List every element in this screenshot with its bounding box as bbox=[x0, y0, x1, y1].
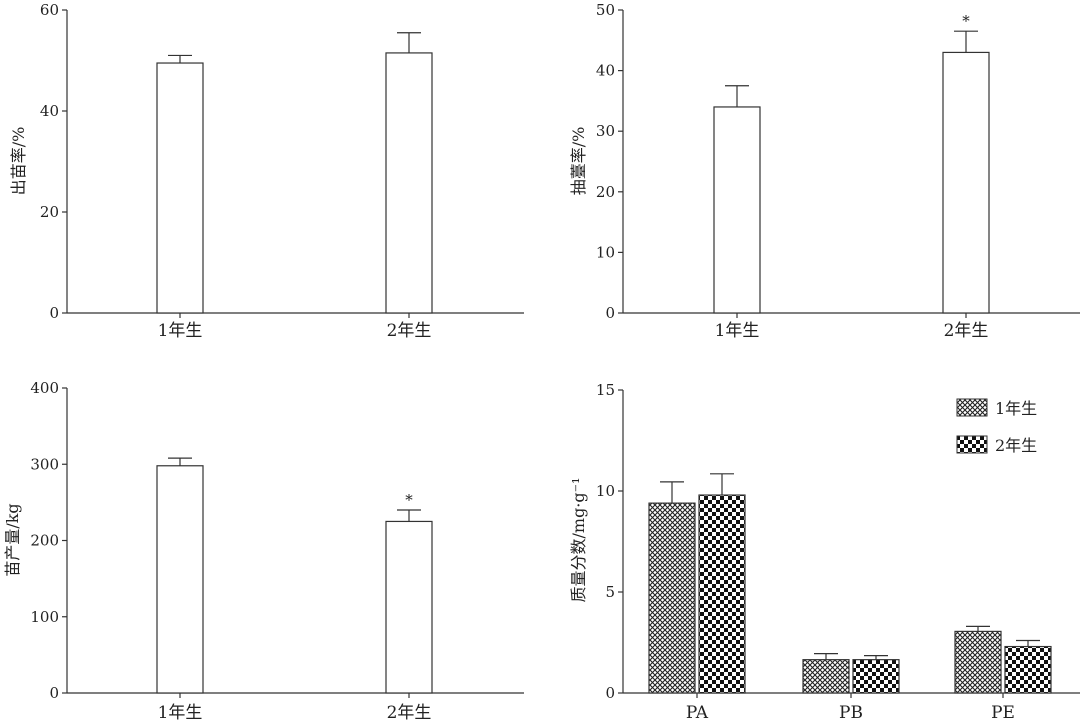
y-tick-label: 30 bbox=[596, 122, 615, 140]
category-label-2: 2年生 bbox=[387, 703, 432, 723]
y-tick-label: 0 bbox=[49, 684, 59, 702]
y-tick-label: 0 bbox=[605, 684, 615, 702]
bar bbox=[385, 520, 433, 694]
y-axis: 0 10 20 30 40 50 bbox=[596, 1, 1080, 322]
y-tick-label: 40 bbox=[40, 102, 59, 120]
legend-label-2: 2年生 bbox=[995, 436, 1037, 455]
bar bbox=[648, 502, 696, 694]
y-axis-title: 抽薹率/% bbox=[569, 127, 588, 196]
bar bbox=[698, 494, 746, 694]
y-axis: 0 20 40 60 bbox=[40, 1, 524, 322]
bar bbox=[1004, 645, 1052, 694]
y-tick-label: 20 bbox=[596, 183, 615, 201]
category-label-2: 2年生 bbox=[387, 321, 432, 341]
legend-swatch-2 bbox=[956, 435, 988, 454]
y-axis-title: 质量分数/mg·g⁻¹ bbox=[569, 478, 588, 603]
significance-mark: * bbox=[962, 12, 970, 30]
category-label-pb: PB bbox=[839, 703, 863, 723]
y-tick-label: 50 bbox=[596, 1, 615, 19]
legend: 1年生 2年生 bbox=[956, 398, 1037, 455]
category-label-1: 1年生 bbox=[158, 703, 203, 723]
bars bbox=[156, 32, 433, 314]
bars bbox=[648, 473, 1052, 694]
y-tick-label: 10 bbox=[596, 482, 615, 500]
y-tick-label: 0 bbox=[605, 304, 615, 322]
bar bbox=[942, 51, 990, 314]
y-tick-label: 200 bbox=[30, 532, 59, 550]
bar bbox=[802, 659, 850, 694]
category-label-pe: PE bbox=[991, 703, 1015, 723]
legend-label-1: 1年生 bbox=[995, 399, 1037, 418]
bar bbox=[156, 62, 204, 314]
y-tick-label: 5 bbox=[605, 583, 615, 601]
significance-mark: * bbox=[405, 491, 413, 509]
y-axis-title: 出苗率/% bbox=[9, 127, 28, 196]
y-tick-label: 100 bbox=[30, 608, 59, 626]
y-tick-label: 20 bbox=[40, 203, 59, 221]
category-label-pa: PA bbox=[686, 703, 709, 723]
chart-bolting: 抽薹率/% 0 10 20 30 40 50 * 1年生 2年生 bbox=[569, 1, 1080, 341]
y-tick-label: 0 bbox=[49, 304, 59, 322]
y-axis: 0 100 200 300 400 bbox=[30, 379, 524, 702]
y-tick-label: 400 bbox=[30, 379, 59, 397]
category-label-1: 1年生 bbox=[715, 321, 760, 341]
bar bbox=[713, 106, 761, 314]
bar bbox=[954, 630, 1002, 694]
y-tick-label: 15 bbox=[596, 381, 615, 399]
bars: * bbox=[156, 457, 433, 694]
category-label-1: 1年生 bbox=[158, 321, 203, 341]
legend-swatch-1 bbox=[956, 398, 988, 417]
y-tick-label: 300 bbox=[30, 455, 59, 473]
chart-mass-fraction: 质量分数/mg·g⁻¹ 0 5 10 15 PA PB PE 1年生 2年生 bbox=[569, 381, 1080, 723]
y-tick-label: 60 bbox=[40, 1, 59, 19]
category-label-2: 2年生 bbox=[944, 321, 989, 341]
bar bbox=[385, 52, 433, 314]
bar bbox=[156, 465, 204, 694]
y-tick-label: 10 bbox=[596, 243, 615, 261]
y-axis-title: 苗产量/kg bbox=[3, 503, 22, 576]
bar bbox=[852, 659, 900, 694]
chart-emergence: 出苗率/% 0 20 40 60 1年生 2年生 bbox=[9, 1, 524, 341]
bars: * bbox=[713, 12, 990, 314]
y-tick-label: 40 bbox=[596, 62, 615, 80]
chart-seedling-yield: 苗产量/kg 0 100 200 300 400 * 1年生 2年生 bbox=[3, 379, 524, 723]
